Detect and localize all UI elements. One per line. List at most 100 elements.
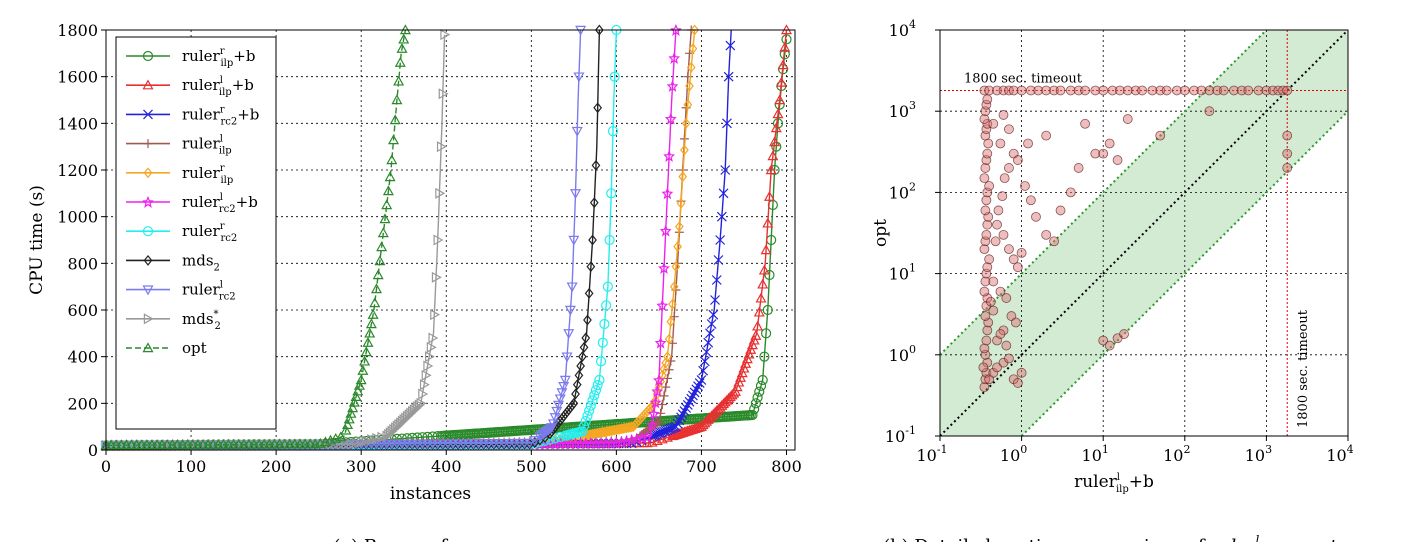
scatter-point (995, 138, 1006, 149)
data-point (740, 357, 752, 368)
data-point (609, 71, 620, 82)
data-point (571, 126, 583, 137)
data-point (743, 348, 755, 359)
data-point (764, 269, 775, 281)
data-point (684, 396, 695, 407)
scatter-point (979, 114, 990, 124)
data-point (698, 365, 709, 376)
data-point (544, 424, 556, 435)
scatter-point (1016, 247, 1027, 258)
data-point (769, 164, 780, 176)
scatter-point (1010, 317, 1021, 328)
scatter-point (1004, 244, 1014, 255)
data-point (431, 271, 442, 283)
legend-label: rulerl ilp+b (182, 75, 254, 98)
scatter-point (997, 191, 1008, 202)
data-point (351, 437, 362, 449)
data-point (229, 439, 240, 451)
data-point (408, 405, 418, 418)
data-point (749, 404, 760, 415)
data-point (647, 407, 660, 420)
scatter-point (1155, 130, 1166, 141)
data-point (389, 423, 400, 435)
x-tick-label: 600 (601, 457, 632, 476)
data-point (650, 429, 661, 440)
data-point (677, 409, 688, 420)
scatter-point (1282, 163, 1293, 173)
data-point (755, 292, 767, 303)
data-point (391, 422, 401, 434)
diagonal-line (940, 30, 1348, 436)
data-point (362, 336, 374, 347)
data-point (681, 403, 692, 413)
data-point (752, 392, 763, 403)
scatter-point (1023, 138, 1033, 149)
data-point (691, 384, 702, 395)
scatter-point (1033, 85, 1044, 96)
x-tick-label: 103 (1245, 443, 1272, 465)
data-point (564, 305, 576, 316)
scatter-point (988, 367, 999, 378)
data-point (657, 400, 667, 410)
data-point (659, 224, 672, 237)
data-point (577, 426, 588, 437)
data-point (757, 278, 769, 289)
data-point (774, 94, 786, 105)
scatter-point (1041, 229, 1052, 240)
data-point (642, 406, 652, 418)
data-point (585, 400, 596, 411)
legend-marker (143, 109, 153, 120)
data-point (588, 234, 597, 246)
scatter-point (1104, 340, 1115, 351)
scatter-point (1122, 85, 1133, 96)
data-point (594, 24, 604, 36)
scatter-point (1012, 262, 1023, 273)
data-point (438, 88, 449, 100)
data-point (625, 433, 638, 446)
data-point (738, 362, 750, 373)
data-point (708, 309, 719, 320)
scatter-point (1012, 378, 1023, 388)
data-point (653, 428, 664, 439)
data-point (440, 29, 451, 41)
legend-marker (143, 313, 154, 325)
scatter-point (1204, 106, 1215, 117)
data-point (767, 150, 779, 161)
data-point (748, 334, 760, 345)
data-point (362, 435, 373, 447)
data-point (384, 428, 395, 440)
legend-label: rulerl ilp (182, 134, 232, 157)
y-tick-label: 400 (67, 348, 98, 367)
data-point (754, 386, 765, 397)
data-point (762, 304, 773, 316)
scatter-point (1004, 124, 1014, 135)
data-point (582, 410, 593, 422)
legend-marker (142, 50, 154, 62)
data-point (353, 379, 366, 390)
scatter-point (999, 173, 1010, 184)
y-tick-label: 800 (67, 254, 98, 273)
legend-marker (142, 195, 154, 208)
scatter-point (1196, 85, 1207, 96)
scatter-point (1016, 85, 1027, 96)
data-point (581, 332, 591, 344)
data-point (664, 365, 674, 375)
y-tick-label: 104 (889, 18, 916, 40)
scatter-point (980, 163, 991, 173)
scatter-point (1189, 85, 1199, 96)
scatter-point (979, 382, 990, 393)
data-point (771, 141, 782, 152)
scatter-point (995, 329, 1006, 339)
data-point (765, 164, 777, 175)
band-lower-line (1020, 110, 1348, 436)
data-point (674, 221, 684, 233)
data-point (686, 393, 697, 404)
legend-marker (143, 254, 153, 266)
data-point (604, 234, 615, 246)
legend-entry-ruler_rc2^l: rulerl rc2 (126, 280, 236, 303)
y-tick-label: 102 (889, 180, 916, 202)
y-tick-label: 101 (889, 262, 916, 284)
band-upper-line (940, 30, 1268, 356)
data-point (203, 439, 214, 451)
